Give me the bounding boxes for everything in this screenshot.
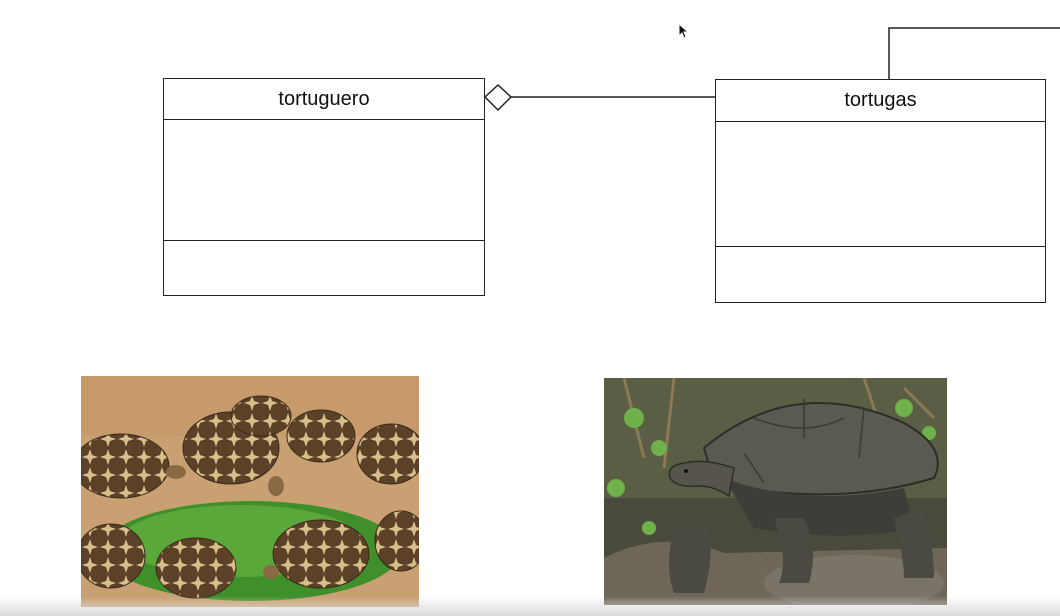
class-attributes-tortugas (716, 122, 1045, 247)
bottom-edge-shadow (0, 596, 1060, 616)
class-box-tortuguero[interactable]: tortuguero (163, 78, 485, 296)
mouse-cursor-icon (678, 23, 690, 39)
class-name-tortuguero: tortuguero (164, 79, 484, 120)
giant-tortoise-photo (604, 378, 947, 605)
class-attributes-tortuguero (164, 120, 484, 241)
association-line-offscreen (888, 27, 1060, 79)
aggregation-diamond-icon (483, 83, 513, 112)
star-tortoises-photo (81, 376, 419, 607)
class-box-tortugas[interactable]: tortugas (715, 79, 1046, 303)
class-name-tortugas: tortugas (716, 80, 1045, 122)
